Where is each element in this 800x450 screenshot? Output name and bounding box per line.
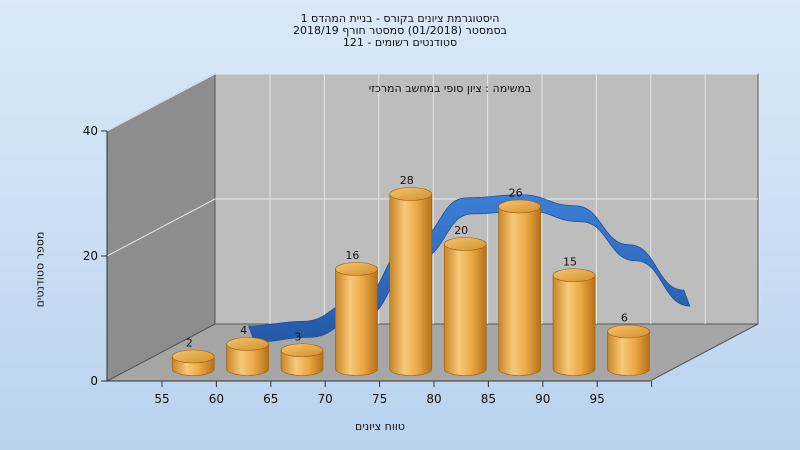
x-tick-label: 70 [318,392,333,406]
bar-value-label: 28 [400,174,414,187]
axes-layer: 55 60 65 70 75 80 85 90 95 0 20 40 [83,124,653,406]
gridline-horizontal [106,198,758,257]
bar-value-label: 20 [454,224,468,237]
y-tick-label: 40 [83,124,98,138]
bar-body [335,268,378,376]
bar-value-label: 2 [186,337,193,350]
x-tick-label: 85 [481,392,496,406]
x-tick-label: 60 [209,392,224,406]
gridline-horizontal [106,73,758,132]
bar-top [226,337,269,351]
x-tick-label: 80 [426,392,441,406]
bar-top [335,262,378,276]
x-axis-label: טווח ציונים [355,420,405,433]
bars-layer: 2 4 3 16 28 20 26 15 6 [171,174,650,376]
x-tick-label: 95 [590,392,605,406]
bar [443,237,487,376]
x-tick-label: 75 [372,392,387,406]
bar-top [443,237,487,251]
bar-top [171,349,215,364]
bar-top [389,187,433,201]
bar-body [552,274,596,376]
bar [552,268,596,376]
bar [498,199,541,376]
x-tick-label: 55 [154,392,169,406]
bar-value-label: 15 [563,255,577,268]
bar [389,187,433,376]
bar-value-label: 4 [240,324,247,337]
bar-top [498,199,541,214]
bar-value-label: 26 [509,187,523,200]
y-tick-label: 20 [83,249,98,263]
task-label: במשימה : ציון סופי במחשב המרכזי [368,82,532,95]
y-tick-label: 0 [90,374,98,388]
chart-title-line-2: בסמסטר (01/2018) סמסטר חורף 2018/19 [293,24,507,37]
bar-body [607,331,650,376]
y-axis-label: מספר סטודנטים [33,231,47,308]
bar [226,337,269,376]
bar-top [280,343,324,358]
chart-title-line-1: היסטוגרמת ציונים בקורס - בניית המהדס 1 [300,12,500,25]
bar-body [498,206,541,376]
bar-value-label: 16 [345,249,359,262]
bar-value-label: 3 [295,330,302,343]
x-tick-label: 90 [535,392,550,406]
bar [171,349,215,376]
bar-top [607,324,650,339]
bar [335,262,378,376]
bar-value-label: 6 [621,312,628,325]
chart-walls [106,73,759,382]
bar-top [552,268,596,283]
grid-lines [106,73,761,324]
bar [280,343,324,376]
x-tick-label: 65 [263,392,278,406]
bar-body [389,193,433,376]
bar-body [280,349,324,376]
chart-title-line-3: סטודנטים רשומים - 121 [342,36,458,49]
bar [607,324,650,376]
bar-body [226,343,269,376]
bar-body [443,243,487,376]
